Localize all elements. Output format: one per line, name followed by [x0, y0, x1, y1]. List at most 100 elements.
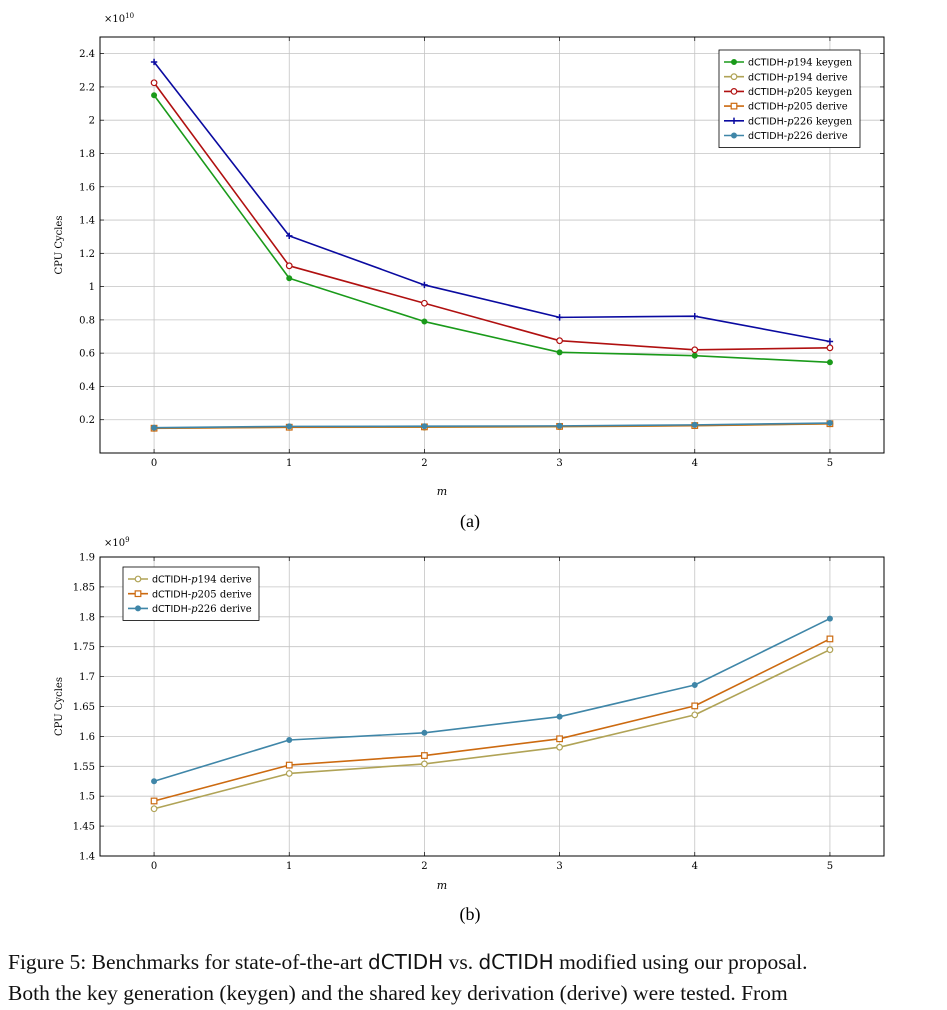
series-226-derive — [151, 615, 833, 785]
x-tick-label: 5 — [827, 458, 833, 469]
data-point — [556, 337, 563, 345]
data-point — [421, 318, 428, 325]
y-tick-label: 1.8 — [79, 149, 95, 160]
data-point — [556, 422, 563, 429]
legend-entry-label: dCTIDH-p194 keygen — [748, 58, 853, 69]
data-point — [286, 275, 293, 282]
data-point — [151, 92, 158, 99]
data-point — [151, 778, 158, 785]
data-point — [286, 736, 293, 743]
x-tick-label: 3 — [556, 861, 562, 872]
y-tick-label: 2.2 — [79, 82, 95, 93]
y-exponent-label: ×1010 — [104, 12, 134, 25]
caption-text: Figure 5: Benchmarks for state-of-the-ar… — [8, 950, 368, 974]
data-point — [150, 805, 158, 813]
y-tick-label: 1.45 — [73, 822, 95, 833]
data-point — [556, 314, 563, 321]
legend-box — [718, 49, 861, 148]
grid-lines — [100, 37, 884, 453]
series-line — [153, 82, 830, 351]
legend-entry-label: dCTIDH-p226 derive — [152, 604, 252, 615]
y-exponent-label: ×109 — [104, 536, 130, 549]
data-point — [691, 346, 699, 354]
caption-text: Both the key generation (keygen) and the… — [8, 981, 788, 1005]
chart-panel-a: 0.2 0.4 0.6 0.8 1 1.2 1.4 1.6 1.8 2 2.2 2.4 0 1 2 3 4 5 ×1… — [54, 12, 885, 498]
legend-marker — [730, 102, 738, 110]
series-205-derive — [150, 635, 834, 805]
series-line — [153, 617, 831, 783]
series-226-keygen — [150, 58, 834, 345]
legend-marker — [731, 59, 738, 66]
data-point — [691, 681, 698, 688]
panel-label: (a) — [460, 511, 480, 532]
legend-marker — [730, 73, 738, 81]
data-point — [826, 646, 834, 654]
y-tick-label: 1.4 — [79, 852, 95, 863]
data-point — [826, 420, 833, 427]
y-tick-label: 0.4 — [79, 382, 95, 393]
x-tick-label: 3 — [556, 458, 562, 469]
y-tick-label: 2 — [89, 116, 95, 127]
y-tick-label: 1 — [89, 282, 95, 293]
x-tick-label: 2 — [421, 458, 427, 469]
data-point — [556, 349, 563, 356]
y-tick-label: 1.55 — [73, 762, 95, 773]
data-point — [556, 713, 563, 720]
series-line — [153, 638, 831, 802]
x-axis-label: m — [437, 879, 447, 892]
legend: dCTIDH-p194 keygen dCTIDH-p194 derive dCTI… — [718, 49, 861, 148]
data-point — [691, 711, 699, 719]
series-226-derive — [151, 420, 833, 431]
plot-frame — [99, 556, 885, 857]
x-tick-label: 1 — [286, 458, 292, 469]
data-point — [556, 735, 563, 743]
data-point — [285, 761, 293, 769]
y-axis-label: CPU Cycles — [54, 216, 65, 275]
data-point — [421, 423, 428, 430]
series-line — [153, 648, 831, 810]
y-tick-label: 1.6 — [79, 732, 95, 743]
data-point — [150, 79, 158, 87]
x-tick-label: 4 — [692, 861, 698, 872]
legend-entry-label: dCTIDH-p205 derive — [748, 102, 848, 113]
series-205-keygen — [150, 79, 834, 354]
legend-entry-label: dCTIDH-p194 derive — [152, 575, 252, 586]
data-point — [826, 338, 834, 345]
data-point — [826, 635, 834, 643]
data-point — [150, 797, 158, 805]
legend-marker — [730, 117, 738, 124]
caption-line-1: Figure 5: Benchmarks for state-of-the-ar… — [8, 950, 807, 975]
data-point — [826, 344, 834, 352]
caption-line-2: Both the key generation (keygen) and the… — [8, 981, 788, 1006]
series-line — [153, 94, 830, 364]
x-tick-label: 4 — [692, 458, 698, 469]
y-tick-label: 1.6 — [79, 182, 95, 193]
legend-marker — [730, 87, 738, 95]
data-point — [421, 752, 428, 759]
data-point — [285, 262, 293, 270]
data-point — [691, 421, 698, 428]
legend-entry-label: dCTIDH-p226 derive — [748, 131, 848, 142]
y-tick-label: 1.9 — [79, 553, 95, 564]
plot-frame — [99, 36, 885, 454]
chart-panel-b: 1.4 1.45 1.5 1.55 1.6 1.65 1.7 1.75 1.8 1.85 1.9 0 1… — [54, 536, 885, 892]
panel-label: (b) — [460, 904, 481, 925]
x-tick-label: 2 — [421, 861, 427, 872]
data-point — [826, 359, 833, 366]
data-point — [286, 423, 293, 430]
data-point — [691, 702, 699, 710]
data-point — [421, 281, 428, 289]
legend-entry-label: dCTIDH-p205 derive — [152, 589, 252, 600]
legend-entry-label: dCTIDH-p194 derive — [748, 72, 848, 83]
data-point — [826, 615, 833, 622]
series-line — [154, 422, 830, 429]
legend-marker — [731, 132, 738, 139]
series-line — [153, 61, 831, 343]
legend: dCTIDH-p194 derive dCTIDH-p205 derive dCTI… — [122, 566, 260, 621]
data-point — [285, 770, 293, 777]
legend-marker — [134, 575, 142, 583]
caption-text: modified using our proposal. — [553, 950, 808, 974]
y-tick-label: 1.7 — [79, 672, 95, 683]
data-point — [421, 760, 428, 768]
